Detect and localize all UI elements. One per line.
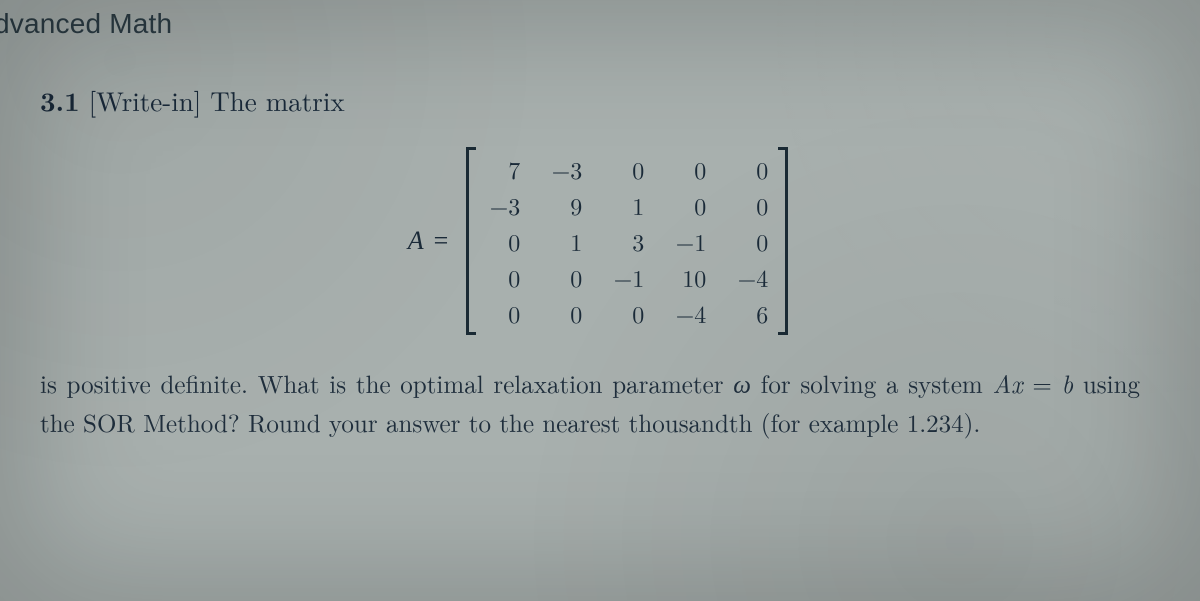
Ax-text: Ax xyxy=(992,366,1022,401)
matrix-cell: 6 xyxy=(734,295,768,331)
question-block: 3.1 [Write-in] The matrix A = 7−3000−391… xyxy=(0,44,1200,443)
question-tag: [Write-in] xyxy=(89,81,202,119)
matrix-cell: −4 xyxy=(672,295,706,331)
matrix-cell: 0 xyxy=(610,295,644,331)
matrix-cell: 10 xyxy=(672,259,706,295)
matrix-cell: −1 xyxy=(672,223,706,259)
matrix-cell: 0 xyxy=(548,295,582,331)
matrix-cell: 1 xyxy=(610,187,644,223)
matrix-equation: A = 7−3000−39100013−1000−110−4000−46 xyxy=(40,147,1160,335)
question-intro: 3.1 [Write-in] The matrix xyxy=(40,80,1160,119)
b-text: b xyxy=(1062,366,1074,401)
question-number: 3.1 xyxy=(40,80,80,119)
matrix-grid: 7−3000−39100013−1000−110−4000−46 xyxy=(476,147,778,335)
matrix-cell: 7 xyxy=(486,151,520,187)
question-intro-text: The matrix xyxy=(210,81,344,119)
question-body: is positive definite. What is the optima… xyxy=(40,365,1140,443)
subject-header: dvanced Math xyxy=(0,0,1200,44)
body-p2: for solving a system xyxy=(751,366,993,401)
matrix-cell: 3 xyxy=(610,223,644,259)
right-bracket xyxy=(778,147,792,335)
matrix-cell: 0 xyxy=(486,295,520,331)
matrix-cell: 0 xyxy=(734,151,768,187)
matrix-cell: 0 xyxy=(486,259,520,295)
matrix-cell: 9 xyxy=(548,187,582,223)
matrix-cell: −1 xyxy=(610,259,644,295)
matrix-cell: 0 xyxy=(672,187,706,223)
matrix-cell: 1 xyxy=(548,223,582,259)
matrix-cell: 0 xyxy=(548,259,582,295)
matrix-cell: 0 xyxy=(672,151,706,187)
matrix-cell: 0 xyxy=(610,151,644,187)
equals-sign: = xyxy=(434,226,449,256)
matrix-cell: 0 xyxy=(734,223,768,259)
eq-word: = xyxy=(1023,366,1062,401)
matrix-cell: 0 xyxy=(734,187,768,223)
left-bracket xyxy=(462,147,476,335)
matrix-A: 7−3000−39100013−1000−110−4000−46 xyxy=(462,147,792,335)
matrix-cell: −4 xyxy=(734,259,768,295)
matrix-cell: −3 xyxy=(548,151,582,187)
matrix-lhs: A xyxy=(408,226,424,256)
omega-symbol: ω xyxy=(733,366,751,401)
matrix-cell: −3 xyxy=(486,187,520,223)
body-p1: is positive definite. What is the optima… xyxy=(40,366,733,401)
matrix-cell: 0 xyxy=(486,223,520,259)
